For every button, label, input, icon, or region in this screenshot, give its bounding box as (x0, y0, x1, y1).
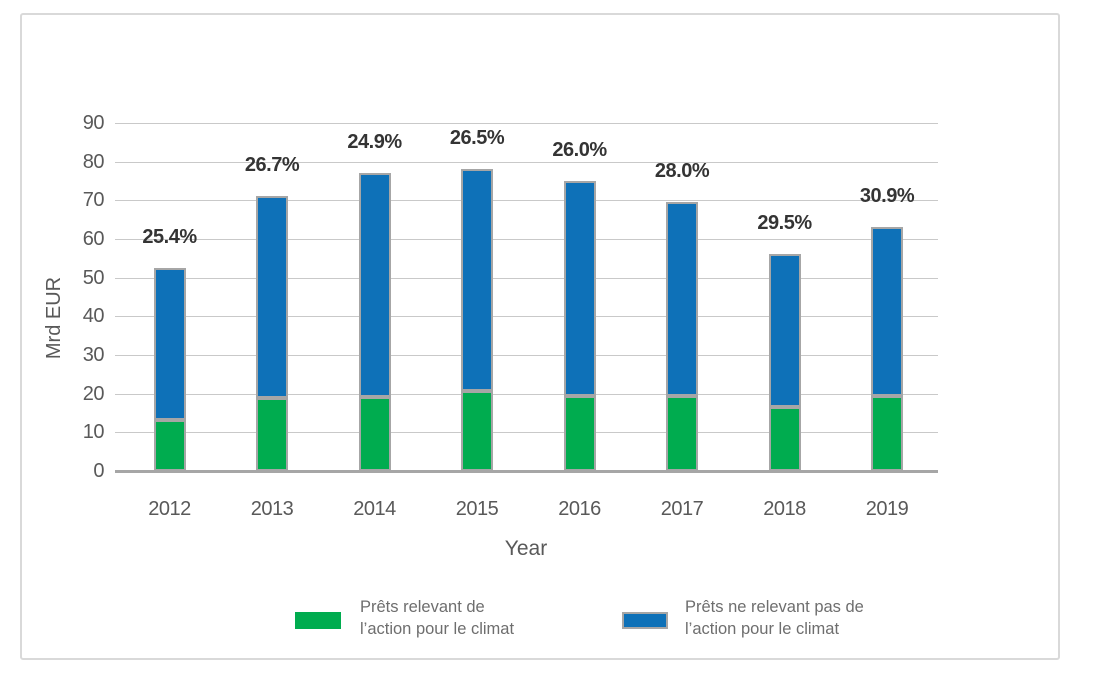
gridline-10 (115, 432, 938, 434)
x-axis-title: Year (504, 537, 548, 560)
gridline-30 (115, 355, 938, 356)
bar-2017-non-climate-segment (666, 202, 698, 396)
y-axis-title: Mrd EUR (43, 276, 65, 360)
chart-frame: 0 10 20 30 40 50 60 70 80 90 25.4% 2012 26.7% 2013 24.… (20, 13, 1060, 660)
bar-2014 (358, 173, 391, 471)
y-tick-label-80: 80 (82, 150, 105, 173)
bar-2013 (256, 196, 288, 471)
bar-2017-climate-segment (666, 395, 698, 471)
legend-label-climate: Prêts relevant de l’action pour le clima… (360, 597, 590, 639)
x-tick-label-2018: 2018 (763, 498, 806, 520)
bar-2016-climate-segment (563, 395, 596, 471)
gridline-50 (115, 277, 938, 279)
x-tick-label-2015: 2015 (455, 498, 499, 520)
y-tick-label-50: 50 (82, 266, 105, 289)
legend-label-non-climate-line1: Prêts ne relevant pas de (685, 598, 864, 616)
bar-2012 (153, 268, 186, 471)
legend-label-climate-line2: l’action pour le climat (360, 619, 515, 638)
bar-percent-label-2019: 30.9% (859, 185, 915, 208)
x-tick-label-2013: 2013 (250, 498, 294, 520)
bar-2019-climate-segment (871, 395, 903, 471)
y-tick-label-0: 0 (93, 460, 104, 482)
gridline-60 (115, 239, 938, 240)
legend-label-non-climate-line2: l’action pour le climat (685, 619, 840, 638)
gridline-70 (115, 200, 938, 202)
bar-2016-non-climate-segment (563, 181, 596, 396)
bar-2018 (768, 254, 801, 471)
gridline-90 (115, 123, 938, 124)
x-tick-label-2017: 2017 (660, 498, 704, 520)
bar-2014-non-climate-segment (358, 173, 391, 397)
bar-percent-label-2018: 29.5% (757, 212, 812, 235)
bar-2015-climate-segment (461, 390, 493, 471)
bar-2018-non-climate-segment (768, 254, 801, 408)
x-tick-label-2019: 2019 (865, 498, 909, 520)
bar-percent-label-2016: 26.0% (552, 139, 607, 161)
y-tick-label-90: 90 (82, 112, 105, 134)
y-tick-label-30: 30 (82, 344, 105, 366)
legend-swatch-non-climate (622, 612, 668, 629)
bar-2012-climate-segment (153, 419, 186, 471)
legend-label-climate-line1: Prêts relevant de (360, 598, 485, 616)
x-axis-line (115, 470, 938, 473)
gridline-40 (115, 316, 938, 318)
bar-2013-non-climate-segment (256, 196, 288, 398)
gridline-20 (115, 393, 938, 395)
bar-2017 (666, 202, 698, 471)
bar-percent-label-2017: 28.0% (654, 160, 710, 183)
y-tick-label-60: 60 (82, 228, 105, 250)
x-tick-label-2016: 2016 (558, 498, 601, 520)
bar-2012-non-climate-segment (153, 268, 186, 420)
x-tick-label-2012: 2012 (148, 498, 191, 520)
bar-percent-label-2012: 25.4% (142, 226, 197, 248)
bar-2019-non-climate-segment (871, 227, 903, 396)
bar-percent-label-2015: 26.5% (449, 127, 505, 150)
bar-percent-label-2013: 26.7% (244, 154, 300, 177)
legend-swatch-climate (295, 612, 341, 629)
bar-2013-climate-segment (256, 397, 288, 471)
bar-2014-climate-segment (358, 396, 391, 471)
x-tick-label-2014: 2014 (353, 498, 396, 520)
legend-label-non-climate: Prêts ne relevant pas de l’action pour l… (685, 597, 915, 639)
bar-2015 (461, 169, 493, 471)
bar-2016 (563, 181, 596, 471)
y-tick-label-10: 10 (82, 421, 105, 444)
y-tick-label-70: 70 (82, 189, 105, 212)
bar-percent-label-2014: 24.9% (347, 131, 402, 154)
bar-2018-climate-segment (768, 407, 801, 471)
y-tick-label-20: 20 (82, 382, 105, 405)
bar-2019 (871, 227, 903, 471)
bar-2015-non-climate-segment (461, 169, 493, 391)
gridline-80 (115, 161, 938, 163)
y-tick-label-40: 40 (82, 305, 105, 328)
